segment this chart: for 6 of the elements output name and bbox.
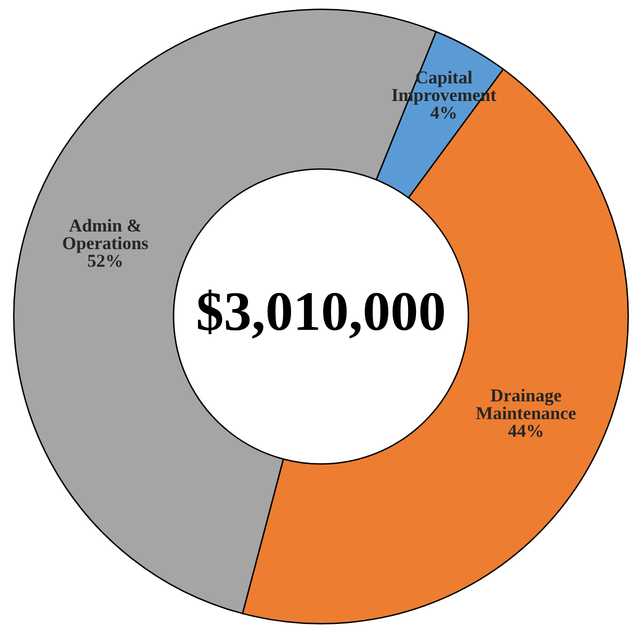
data-label: 52% [88, 254, 122, 267]
slice-label: Drainage Maintenance [476, 388, 576, 420]
text: $3,010,000 [198, 290, 444, 338]
data-label: 4% [430, 106, 456, 119]
slice-label: Admin & Operations [63, 218, 148, 253]
data-label: 44% [508, 424, 542, 437]
